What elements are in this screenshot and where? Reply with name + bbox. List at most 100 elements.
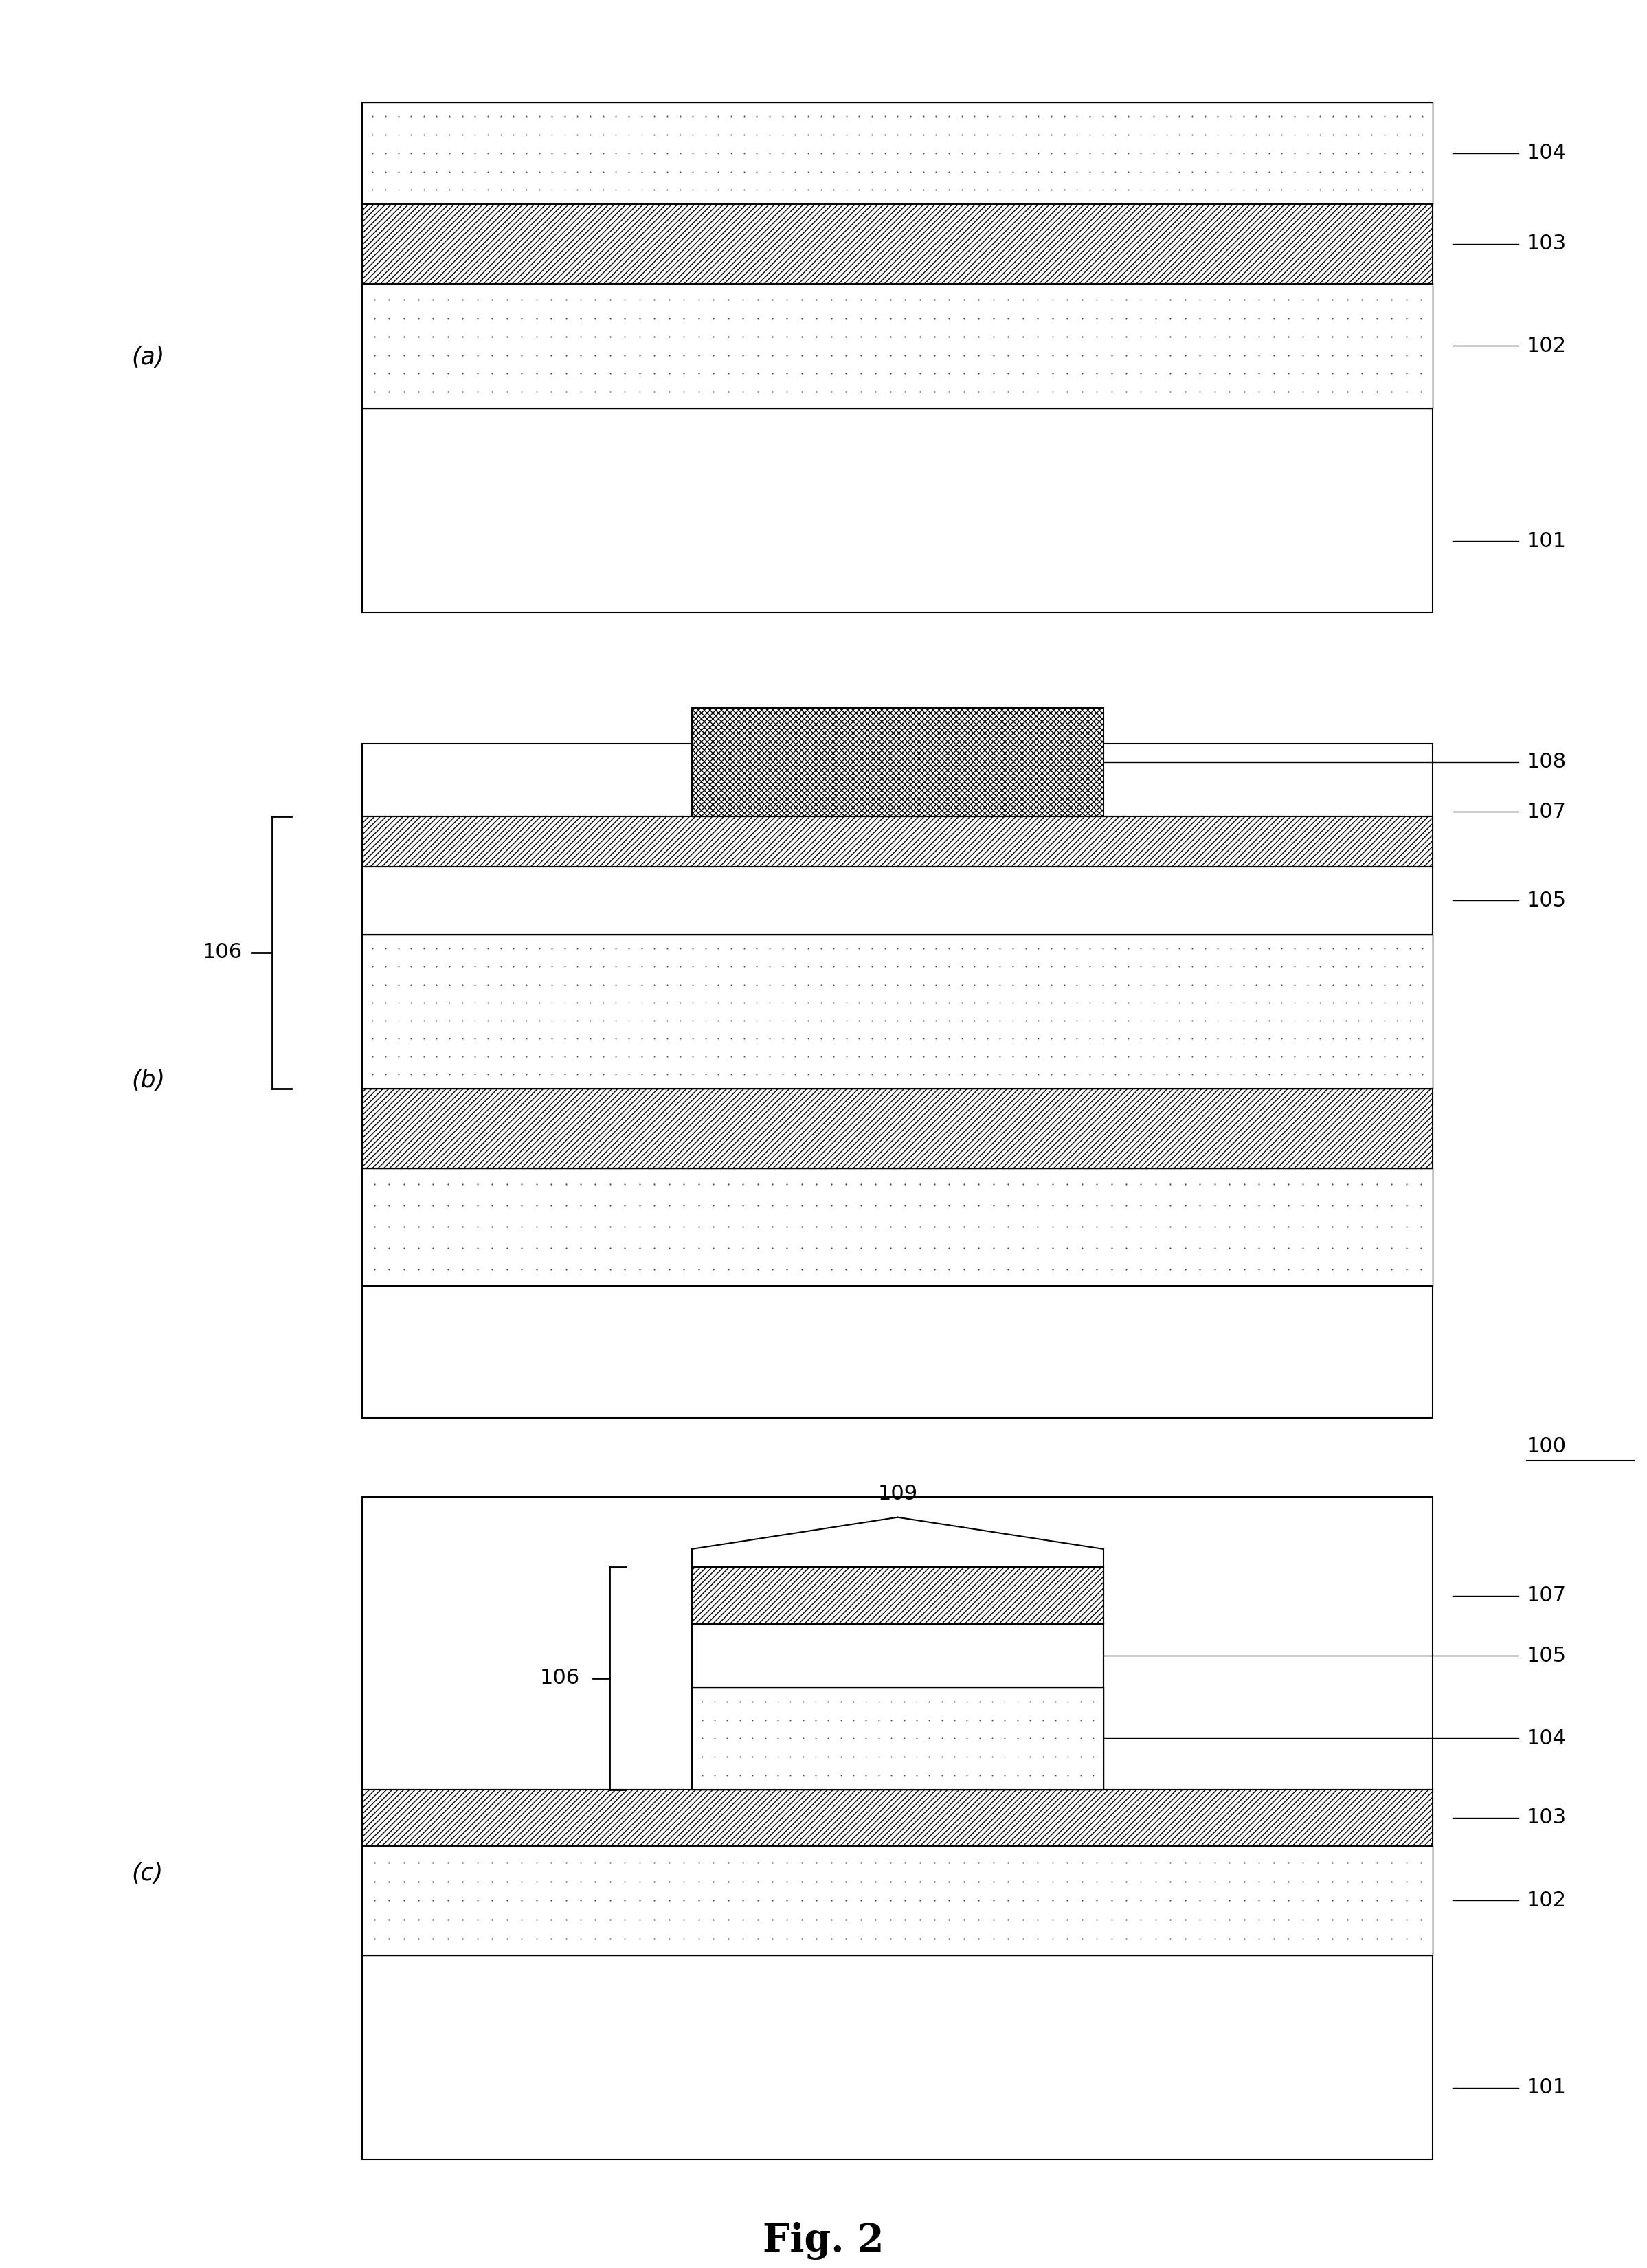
Point xyxy=(1026,930,1052,966)
Point xyxy=(1364,374,1390,411)
Point xyxy=(1192,984,1219,1021)
Point xyxy=(1089,948,1115,984)
Bar xyxy=(362,866,1433,934)
Point xyxy=(1084,1921,1110,1957)
Point xyxy=(450,281,476,318)
Point xyxy=(1077,172,1103,209)
Point xyxy=(641,1864,667,1901)
Point xyxy=(596,1166,623,1202)
Point xyxy=(1393,1229,1420,1266)
Point xyxy=(590,966,616,1002)
Point xyxy=(1255,1002,1281,1039)
Point xyxy=(423,930,450,966)
Bar xyxy=(362,1168,1433,1286)
Point xyxy=(807,1021,833,1057)
Point xyxy=(1383,1021,1410,1057)
Point xyxy=(1113,1252,1140,1288)
Point xyxy=(405,1901,432,1937)
Point xyxy=(980,1209,1006,1245)
Point xyxy=(1099,1166,1125,1202)
Point xyxy=(525,154,552,191)
Point xyxy=(1281,1039,1308,1075)
Point xyxy=(700,1188,726,1225)
Point xyxy=(962,1002,988,1039)
Point xyxy=(435,1921,461,1957)
Point xyxy=(769,1057,796,1093)
Point xyxy=(464,281,491,318)
Point xyxy=(629,98,656,134)
Point xyxy=(1308,948,1334,984)
Point xyxy=(1243,154,1270,191)
Point xyxy=(1332,1021,1359,1057)
Point xyxy=(372,948,399,984)
Point xyxy=(1334,338,1360,374)
Point xyxy=(921,1864,947,1901)
Point xyxy=(1084,299,1110,336)
Point xyxy=(700,374,726,411)
Point xyxy=(514,172,540,209)
Point xyxy=(524,1166,550,1202)
Point xyxy=(494,374,520,411)
Point xyxy=(940,1740,967,1776)
Point xyxy=(479,1252,506,1288)
Point xyxy=(871,930,898,966)
Point xyxy=(1393,299,1420,336)
Point xyxy=(1102,930,1128,966)
Point xyxy=(1024,356,1051,392)
Point xyxy=(514,1002,540,1039)
Point xyxy=(753,1719,779,1755)
Point xyxy=(361,1166,387,1202)
Point xyxy=(1005,1701,1031,1737)
Point xyxy=(372,1039,399,1075)
Point xyxy=(539,1864,565,1901)
Point xyxy=(685,1188,712,1225)
Point xyxy=(692,154,718,191)
Point xyxy=(1179,1002,1206,1039)
Point xyxy=(1173,299,1199,336)
Point xyxy=(568,374,595,411)
Point xyxy=(1099,281,1125,318)
Point xyxy=(1077,948,1103,984)
Point xyxy=(878,356,904,392)
Point xyxy=(819,1901,845,1937)
Point xyxy=(436,116,463,152)
Point xyxy=(962,984,988,1021)
Point xyxy=(596,1229,623,1266)
Point xyxy=(863,338,889,374)
Point xyxy=(1215,1882,1242,1919)
Point xyxy=(565,1039,591,1075)
Point xyxy=(973,984,1000,1021)
Point xyxy=(641,299,667,336)
Point xyxy=(667,930,693,966)
Point xyxy=(641,966,667,1002)
Bar xyxy=(692,708,1103,816)
Point xyxy=(863,1252,889,1288)
Point xyxy=(525,98,552,134)
Point xyxy=(796,1039,822,1075)
Point xyxy=(863,356,889,392)
Point xyxy=(965,1229,991,1266)
Point xyxy=(1349,1252,1375,1288)
Point xyxy=(576,116,603,152)
Point xyxy=(420,281,446,318)
Point xyxy=(782,966,809,1002)
Point xyxy=(967,1740,993,1776)
Point xyxy=(903,1701,929,1737)
Point xyxy=(848,1252,875,1288)
Point xyxy=(1113,281,1140,318)
Point xyxy=(1245,356,1271,392)
Point xyxy=(796,136,822,172)
Point xyxy=(1158,1882,1184,1919)
Point xyxy=(667,154,693,191)
Point xyxy=(1013,948,1039,984)
Point xyxy=(1102,1021,1128,1057)
Point xyxy=(1173,1864,1199,1901)
Point xyxy=(494,356,520,392)
Point xyxy=(828,1740,855,1776)
Point xyxy=(1281,984,1308,1021)
Point xyxy=(603,984,629,1021)
Point xyxy=(1275,1921,1301,1957)
Point xyxy=(789,1252,815,1288)
Point xyxy=(1408,1844,1435,1880)
Point xyxy=(1215,1901,1242,1937)
